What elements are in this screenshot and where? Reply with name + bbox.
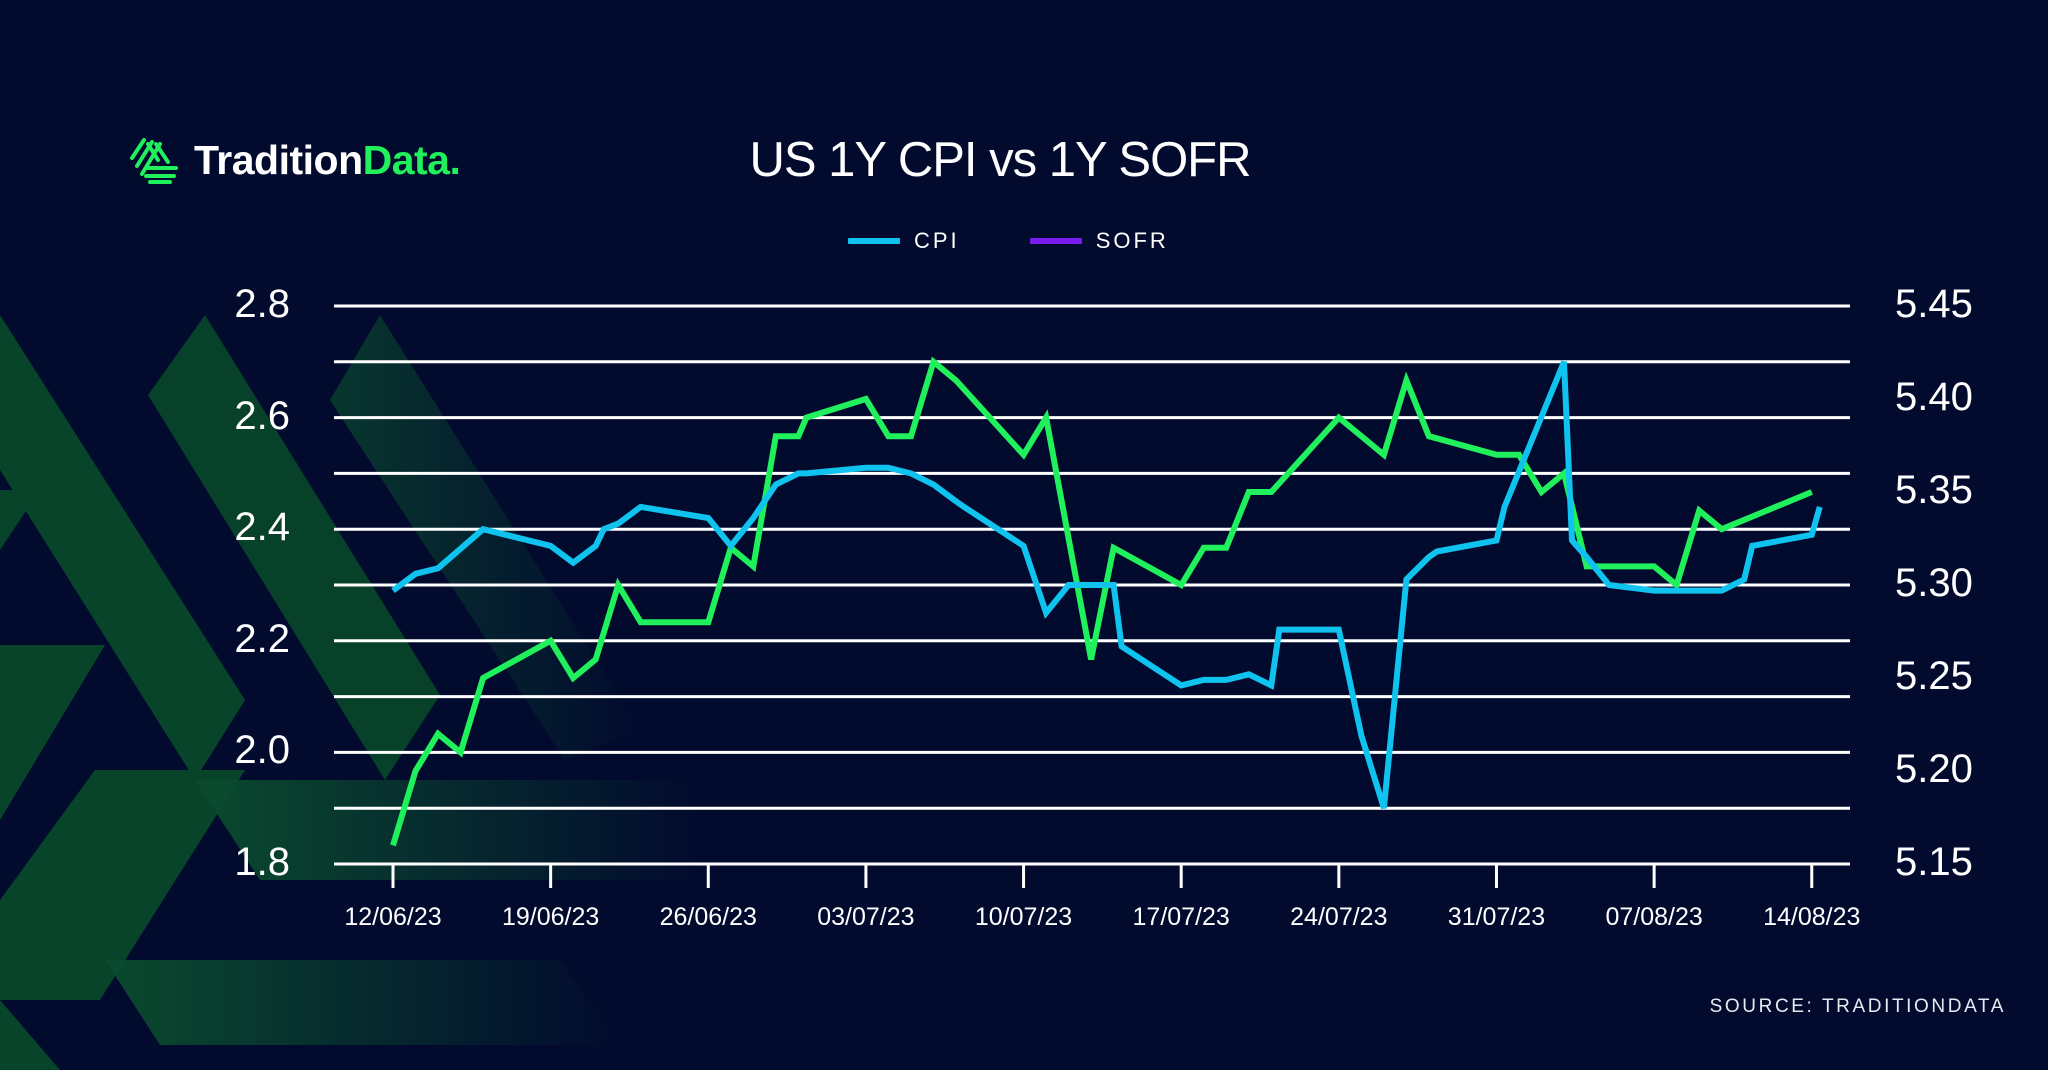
y-left-tick-label: 2.0 [234,728,290,773]
y-left-tick-label: 2.8 [234,282,290,326]
chart-title: US 1Y CPI vs 1Y SOFR [0,132,2048,188]
tradition-data-stripes-icon [130,138,178,184]
x-tick-label: 24/07/23 [1290,903,1388,931]
y-right-tick-label: 5.40 [1895,375,1973,419]
legend-swatch-sofr [1029,238,1082,244]
x-tick-label: 12/06/23 [344,903,442,931]
x-tick-label: 14/08/23 [1763,903,1861,931]
y-right-tick-label: 5.30 [1895,561,1973,605]
y-left-tick-label: 2.4 [234,505,290,550]
brand-name-part2: Data. [362,136,461,183]
x-tick-label: 19/06/23 [501,903,600,931]
legend-swatch-cpi [848,238,900,244]
x-tick-label: 26/06/23 [659,903,757,931]
x-tick-label: 07/08/23 [1605,903,1703,931]
x-tick-label: 31/07/23 [1447,903,1546,931]
y-left-tick-label: 1.8 [234,840,290,884]
chart-title-text: US 1Y CPI vs 1Y SOFR [749,133,1251,187]
y-left-tick-label: 2.2 [234,616,290,661]
sofr-line [390,356,1813,847]
brand-logo: TraditionData. [128,132,461,188]
legend-label-sofr: SOFR [1095,228,1169,253]
y-right-tick-label: 5.20 [1895,747,1973,791]
brand-name: TraditionData. [194,136,461,184]
cpi-line [391,360,1823,810]
brand-name-part1: Tradition [194,136,363,183]
chart-legend: CPI SOFR [848,228,1169,254]
y-left-tick-label: 2.6 [234,393,290,438]
x-tick-label: 03/07/23 [817,903,915,931]
source-note: SOURCE: TRADITIONDATA [1709,996,2006,1017]
y-right-tick-label: 5.25 [1895,654,1973,698]
legend-label-cpi: CPI [914,228,960,253]
x-tick-label: 10/07/23 [974,903,1073,931]
x-tick-label: 17/07/23 [1132,903,1230,931]
y-right-tick-label: 5.45 [1895,282,1973,326]
x-axis-ticks [391,864,1814,888]
y-right-tick-label: 5.15 [1895,840,1973,884]
legend-item-cpi[interactable]: CPI [848,228,960,254]
legend-item-sofr[interactable]: SOFR [1029,228,1169,254]
y-right-tick-label: 5.35 [1895,468,1973,512]
